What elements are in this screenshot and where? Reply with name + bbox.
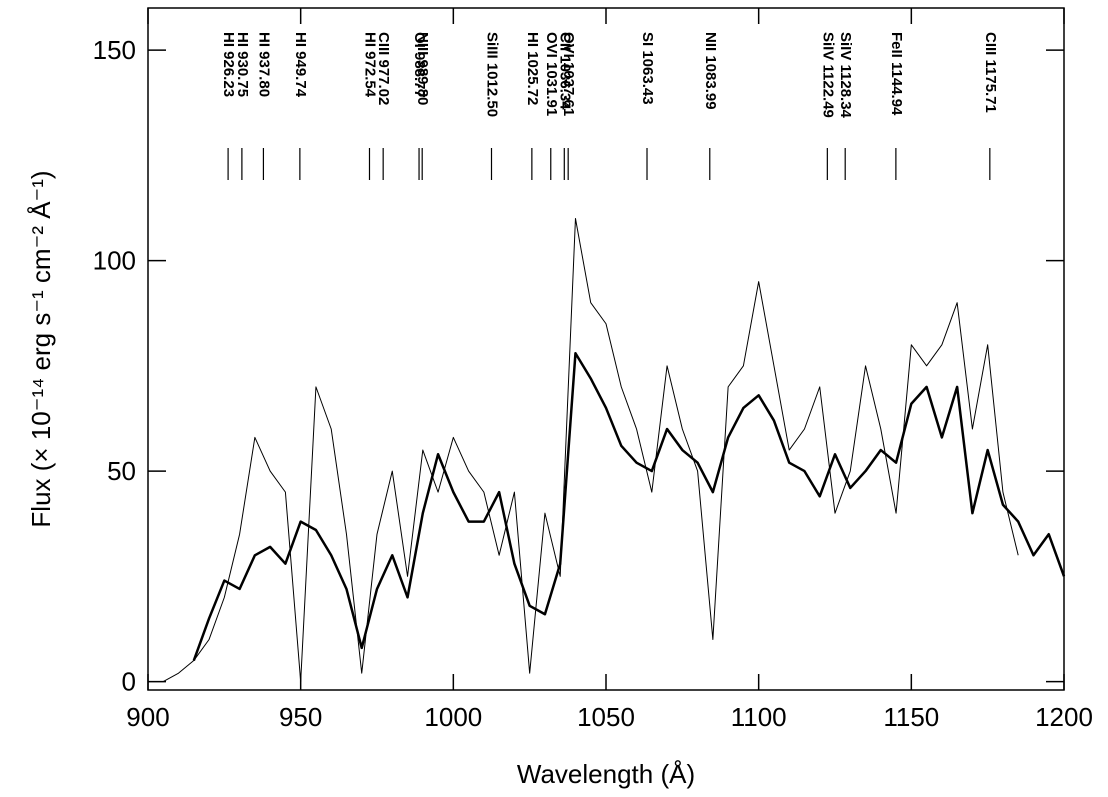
series-line — [192, 351, 1066, 661]
annotation-label: HI 1025.72 — [524, 32, 541, 105]
annotation-label: HI 972.54 — [362, 32, 379, 98]
annotation-label: OVI 1031.91 — [543, 32, 560, 116]
y-tick-label: 150 — [93, 35, 136, 65]
x-axis-label: Wavelength (Å) — [517, 759, 695, 789]
x-tick-label: 950 — [279, 702, 322, 732]
x-tick-label: 1100 — [731, 702, 787, 732]
x-tick-label: 1150 — [883, 702, 939, 732]
annotation-label: FeII 1144.94 — [888, 32, 905, 116]
annotation-label: SiIII 1012.50 — [484, 32, 501, 117]
annotation-label: HI 937.80 — [255, 32, 272, 97]
annotation-label: SI 1063.43 — [639, 32, 656, 105]
x-tick-label: 1000 — [424, 702, 482, 732]
x-tick-label: 1200 — [1035, 702, 1093, 732]
y-axis-label: Flux (× 10⁻¹⁴ erg s⁻¹ cm⁻² Å⁻¹) — [26, 170, 56, 527]
annotation-label: SiIV 1128.34 — [837, 32, 854, 119]
annotation-label: CIII 1175.71 — [982, 32, 999, 113]
annotation-label: HI 930.75 — [234, 32, 251, 97]
annotation-label: OI 988.77 — [411, 32, 428, 98]
y-tick-label: 100 — [93, 246, 136, 276]
x-tick-label: 900 — [126, 702, 169, 732]
annotation-label: OVI 1037.61 — [560, 32, 577, 116]
y-tick-label: 0 — [122, 667, 136, 697]
x-tick-label: 1050 — [577, 702, 635, 732]
annotation-label: NIII 989.80 — [414, 32, 431, 105]
annotation-label: HI 926.23 — [220, 32, 237, 97]
annotation-label: NII 1083.99 — [702, 32, 719, 110]
annotation-label: CII 1036.34 — [556, 32, 573, 110]
y-tick-label: 50 — [107, 456, 136, 486]
series-line — [148, 217, 1019, 683]
plot-frame — [147, 7, 1065, 691]
annotation-label: CIII 977.02 — [375, 32, 392, 105]
annotation-label: SiIV 1122.49 — [819, 32, 836, 118]
annotation-label: HI 949.74 — [292, 32, 309, 98]
